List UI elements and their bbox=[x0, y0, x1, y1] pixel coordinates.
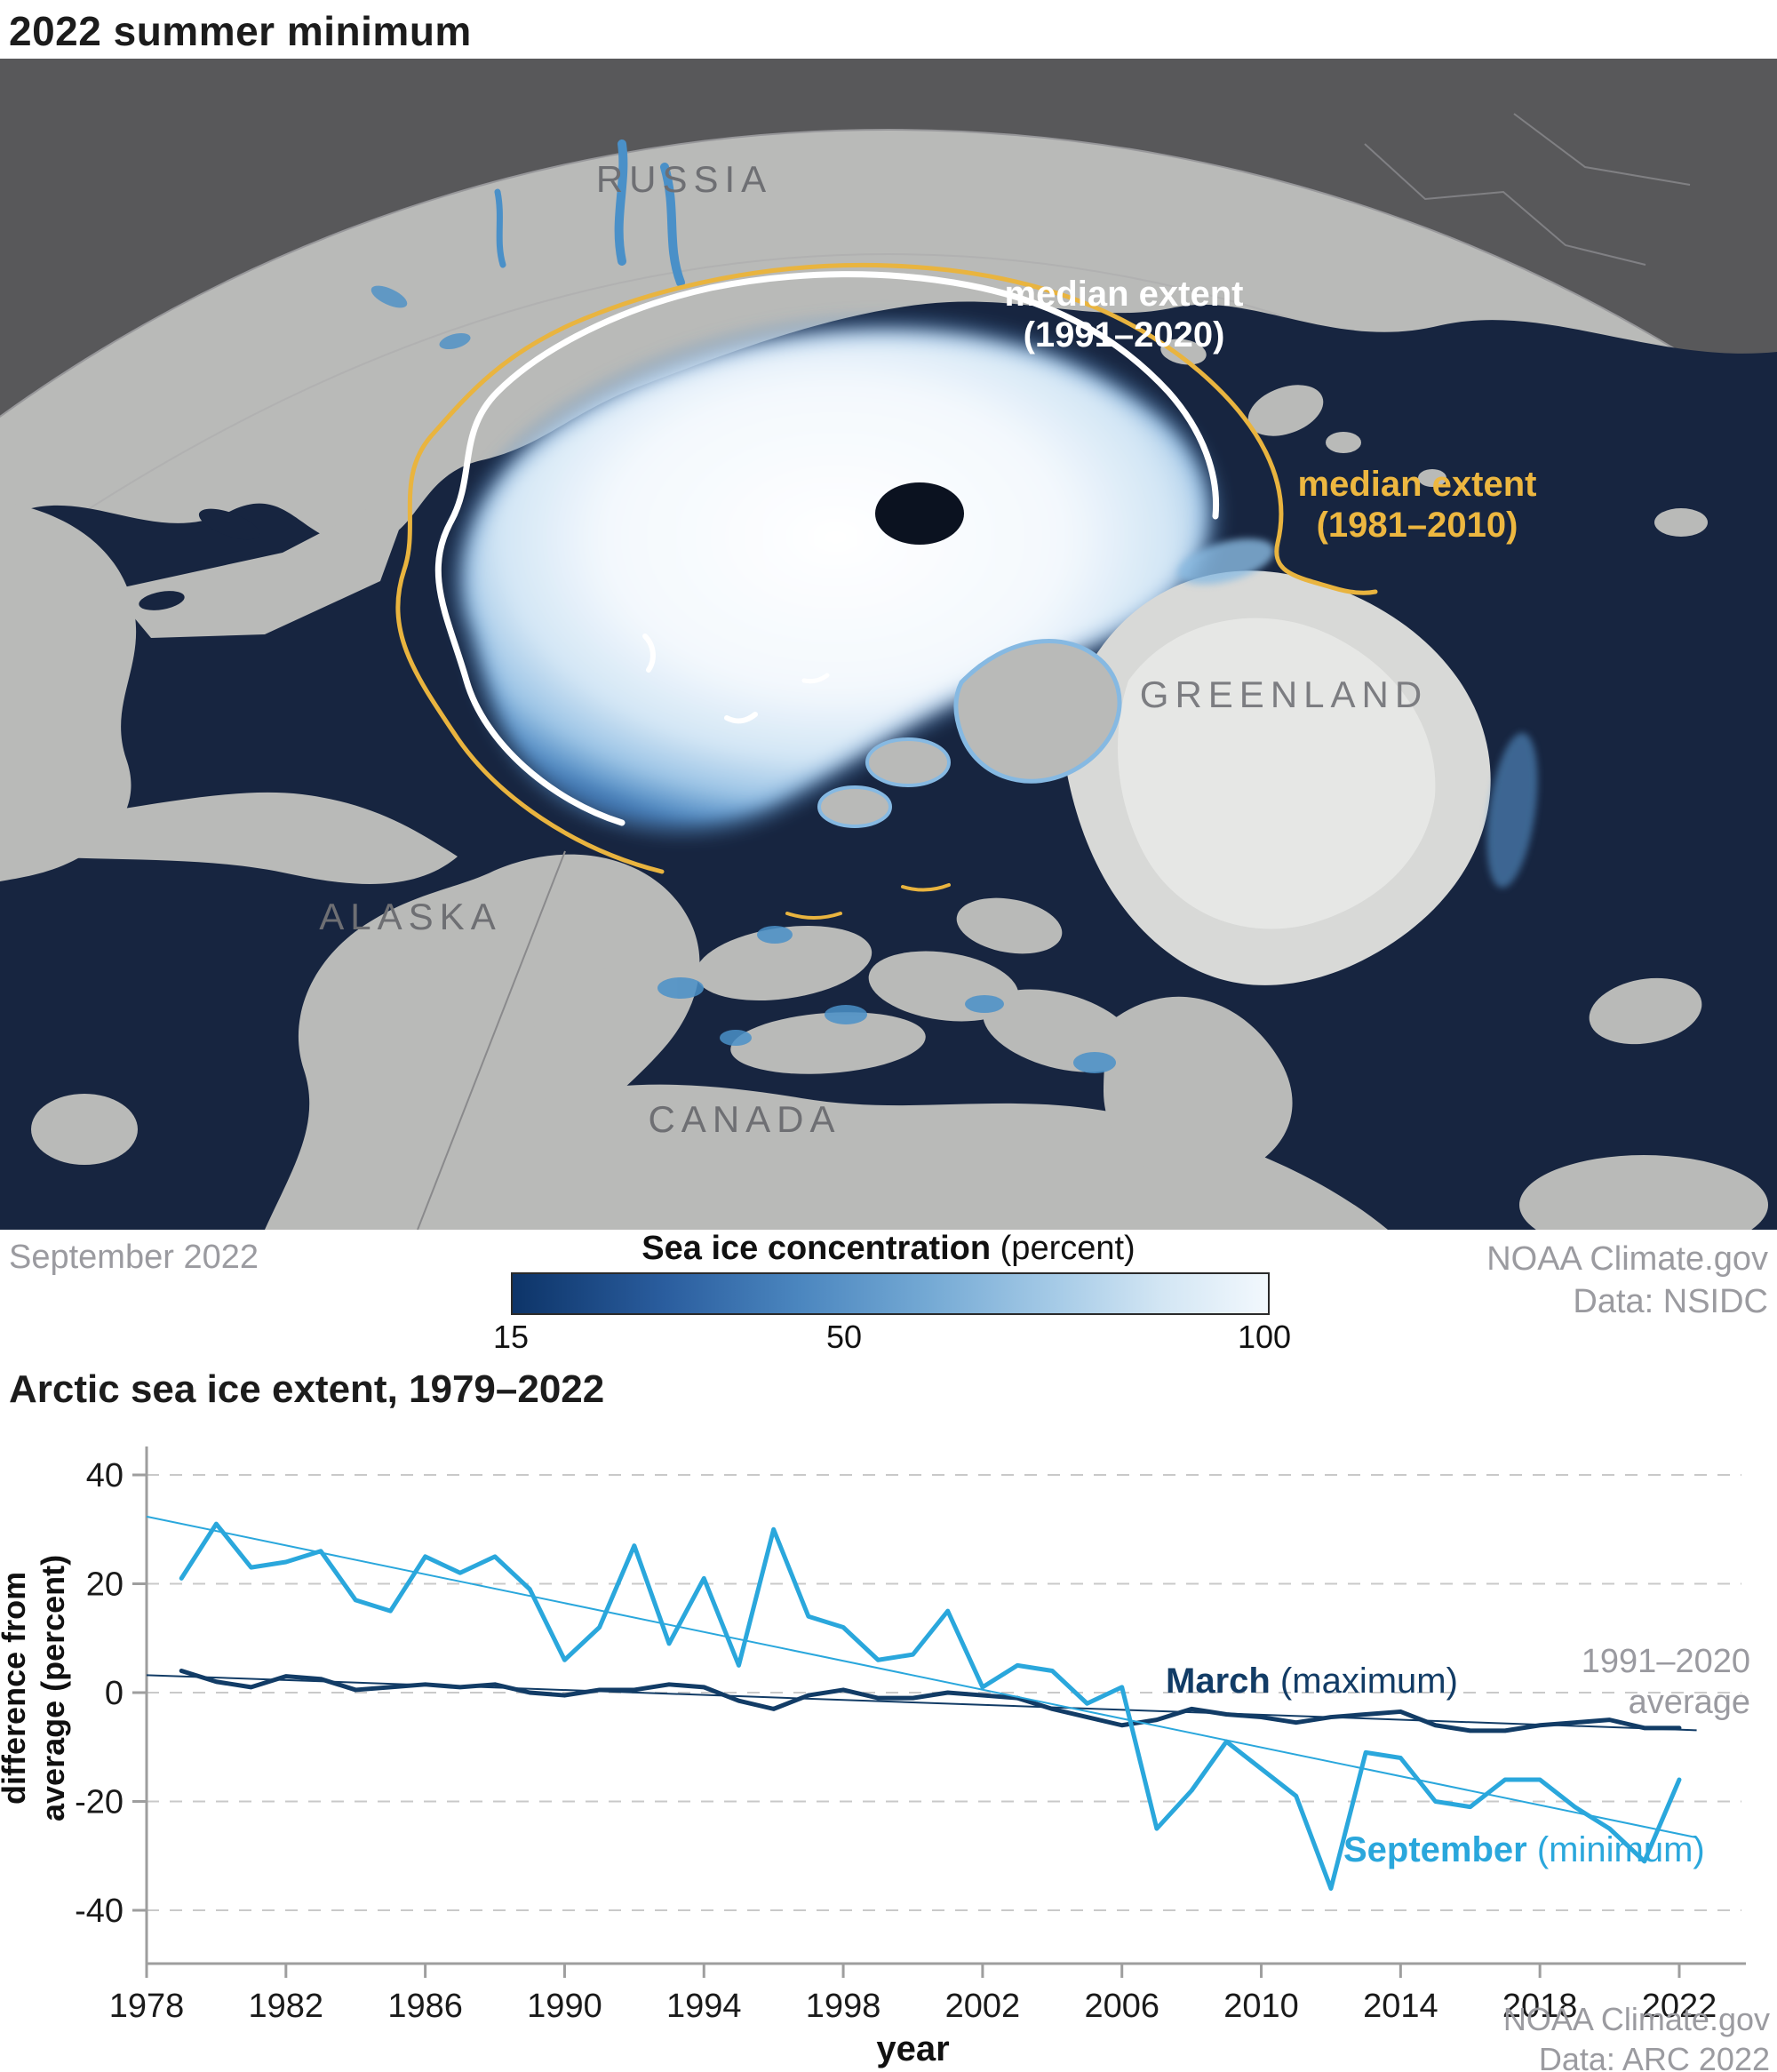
map-date-caption: September 2022 bbox=[9, 1239, 259, 1276]
map-label-greenland: GREENLAND bbox=[1140, 673, 1428, 715]
pole-hole bbox=[875, 482, 964, 545]
map-label-canada: CANADA bbox=[648, 1098, 841, 1140]
x-tick-label-1978: 1978 bbox=[109, 1988, 185, 2025]
arctic-sea-ice-map: RUSSIA GREENLAND ALASKA CANADA median ex… bbox=[0, 59, 1777, 1230]
x-tick-label-1986: 1986 bbox=[387, 1988, 463, 2025]
colorbar-title-units: (percent) bbox=[991, 1230, 1136, 1267]
legend-strip: September 2022 Sea ice concentration (pe… bbox=[0, 1230, 1777, 1361]
average-baseline-label-line2: average bbox=[1628, 1683, 1750, 1721]
march-series-label: March (maximum) bbox=[1166, 1662, 1458, 1701]
land-siberia bbox=[0, 483, 458, 885]
colorbar-title: Sea ice concentration (percent) bbox=[511, 1230, 1266, 1268]
march-series-label-qualifier: (maximum) bbox=[1270, 1662, 1458, 1701]
y-axis-label: difference from average (percent) bbox=[0, 1484, 73, 1893]
y-tick-label--20: -20 bbox=[75, 1784, 124, 1821]
map-credit-data: Data: NSIDC bbox=[1573, 1282, 1768, 1320]
x-tick-label-1998: 1998 bbox=[806, 1988, 881, 2025]
x-tick-label-2018: 2018 bbox=[1502, 1988, 1578, 2025]
chart-area: 40 20 0 -20 -40 1978 1982 1986 1990 1994 1998 2002 2… bbox=[0, 1422, 1777, 2072]
colorbar bbox=[511, 1272, 1270, 1315]
colorbar-tick-15: 15 bbox=[492, 1319, 530, 1355]
x-tick-label-2006: 2006 bbox=[1084, 1988, 1159, 2025]
land-greenland bbox=[1064, 570, 1491, 985]
median-extent-1991-2020-label-line1: median extent bbox=[1005, 275, 1244, 314]
land-north-america bbox=[31, 854, 1388, 1230]
series-line-september bbox=[179, 1521, 1682, 1891]
y-tick-label-0: 0 bbox=[105, 1675, 124, 1712]
median-extent-1981-2010-line bbox=[395, 262, 1378, 920]
chart-credits: NOAA Climate.gov Data: ARC 2022 bbox=[1503, 1999, 1770, 2072]
x-axis-label: year bbox=[876, 2029, 950, 2068]
map-credits: NOAA Climate.gov Data: NSIDC bbox=[1486, 1239, 1768, 1323]
trendline-march bbox=[146, 1674, 1697, 1732]
y-axis-label-line2: average (percent) bbox=[35, 1554, 71, 1821]
x-tick-label-1994: 1994 bbox=[666, 1988, 742, 2025]
greenland-coastal-ice bbox=[1177, 538, 1538, 889]
alaska-border-line bbox=[417, 850, 566, 1230]
trendline-september bbox=[146, 1515, 1697, 1839]
september-series-label: September (minimum) bbox=[1343, 1830, 1705, 1870]
map-label-alaska: ALASKA bbox=[319, 896, 501, 937]
y-tick-label-40: 40 bbox=[86, 1457, 124, 1494]
median-extent-1981-2010-label-line2: (1981–2010) bbox=[1317, 506, 1518, 545]
chart-plot: 40 20 0 -20 -40 1978 1982 1986 1990 1994 1998 2002 2… bbox=[75, 1446, 1746, 2025]
x-tick-label-2002: 2002 bbox=[945, 1988, 1021, 2025]
chart-credit-data: Data: ARC 2022 bbox=[1538, 2041, 1770, 2072]
page-title: 2022 summer minimum bbox=[9, 8, 472, 54]
y-tick-label--40: -40 bbox=[75, 1893, 124, 1930]
x-tick-label-2022: 2022 bbox=[1642, 1988, 1717, 2025]
x-tick-label-1990: 1990 bbox=[527, 1988, 602, 2025]
x-tick-label-1982: 1982 bbox=[249, 1988, 324, 2025]
map-label-russia: RUSSIA bbox=[596, 158, 772, 200]
header: 2022 summer minimum bbox=[0, 0, 1777, 59]
median-extent-1991-2020-line bbox=[434, 271, 1220, 826]
chart-section: Arctic sea ice extent, 1979–2022 40 20 0 -2… bbox=[0, 1367, 1777, 2072]
september-series-label-qualifier: (minimum) bbox=[1526, 1830, 1705, 1869]
september-series-label-name: September bbox=[1343, 1830, 1527, 1869]
median-extent-1981-2010-label-line1: median extent bbox=[1298, 465, 1537, 504]
ellesmere-islands bbox=[817, 638, 1122, 828]
y-axis-label-line1: difference from bbox=[0, 1571, 33, 1805]
average-baseline-label-line1: 1991–2020 bbox=[1581, 1643, 1750, 1680]
x-tick-label-2010: 2010 bbox=[1223, 1988, 1299, 2025]
average-baseline-label: 1991–2020 average bbox=[1582, 1642, 1750, 1723]
archipelago-channel-ice bbox=[657, 926, 1116, 1073]
coastal-ice-bits-russia bbox=[371, 285, 471, 350]
series-line-march bbox=[179, 1669, 1682, 1733]
median-extent-1991-2020-label-line2: (1991–2020) bbox=[1024, 315, 1225, 355]
russia-gulfs bbox=[494, 139, 685, 287]
map-credit-source: NOAA Climate.gov bbox=[1486, 1240, 1768, 1278]
chart-credit-source: NOAA Climate.gov bbox=[1502, 2001, 1770, 2037]
colorbar-title-text: Sea ice concentration bbox=[641, 1230, 992, 1267]
x-tick-label-2014: 2014 bbox=[1363, 1988, 1438, 2025]
y-tick-label-20: 20 bbox=[86, 1566, 124, 1604]
atlantic-islands bbox=[1160, 339, 1768, 1230]
chart-title: Arctic sea ice extent, 1979–2022 bbox=[9, 1367, 605, 1411]
country-border-lines bbox=[1364, 113, 1691, 266]
march-series-label-name: March bbox=[1166, 1662, 1271, 1701]
colorbar-tick-100: 100 bbox=[1237, 1319, 1292, 1355]
arctic-map: RUSSIA GREENLAND ALASKA CANADA median ex… bbox=[0, 59, 1777, 1230]
colorbar-tick-50: 50 bbox=[825, 1319, 863, 1355]
